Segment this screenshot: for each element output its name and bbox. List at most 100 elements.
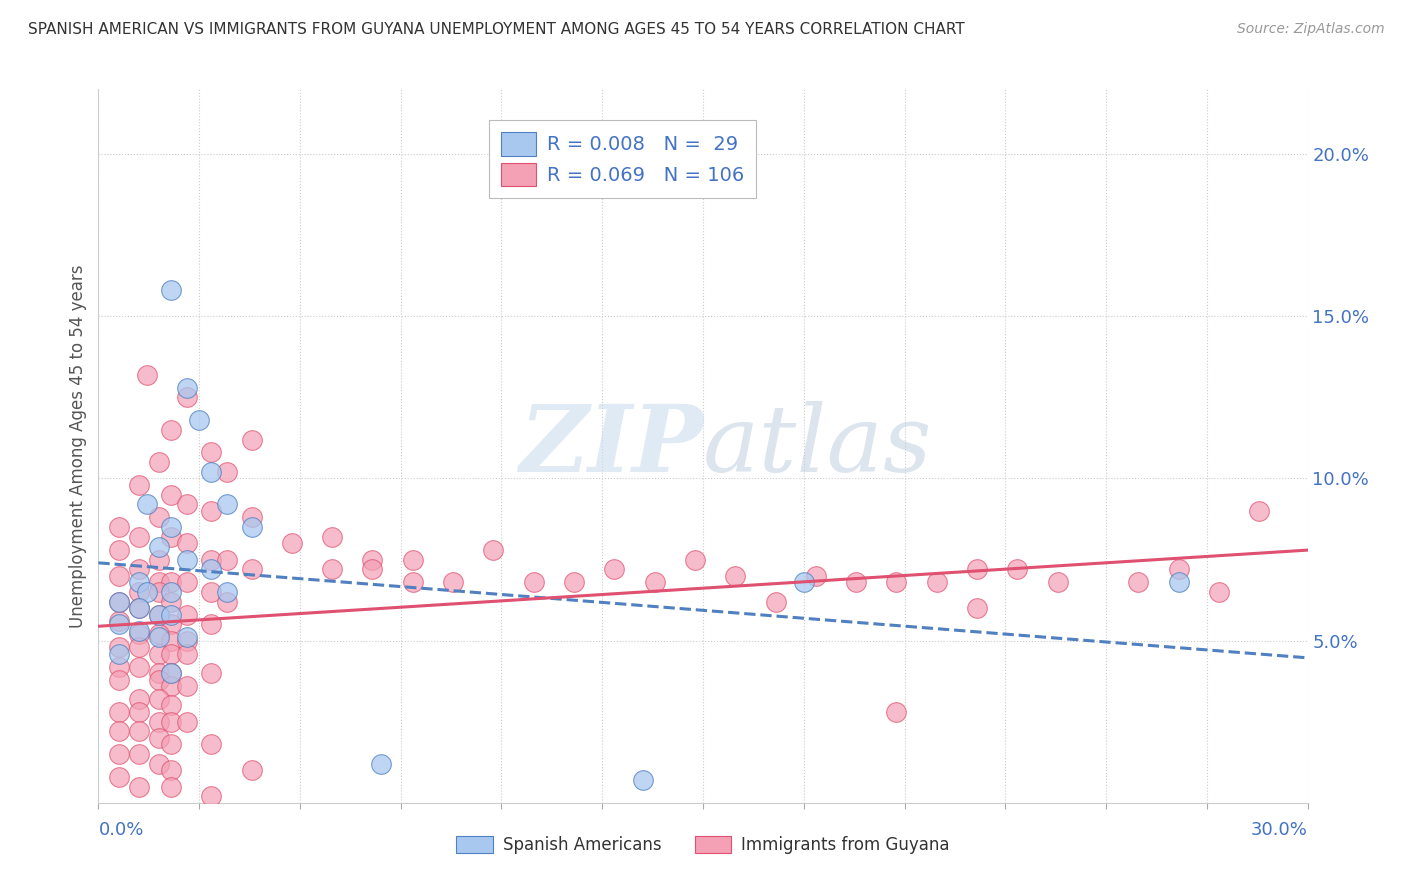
Point [1167,575,1189,590]
Point [148,607,170,622]
Point [370,756,392,771]
Point [107,614,129,628]
Point [176,679,198,693]
Point [886,705,908,719]
Point [107,647,129,661]
Point [200,789,222,804]
Point [240,562,263,576]
Point [128,747,150,761]
Point [107,770,129,784]
Point [441,575,464,590]
Point [107,705,129,719]
Point [217,595,239,609]
Point [148,647,170,661]
Point [1249,504,1271,518]
Point [176,575,198,590]
Point [107,747,129,761]
Point [176,714,198,729]
Point [200,666,222,681]
Point [176,497,198,511]
Point [1167,562,1189,576]
Point [148,673,170,687]
Point [160,666,183,681]
Point [793,575,815,590]
Point [107,595,129,609]
Point [128,478,150,492]
Point [160,647,183,661]
Point [160,764,183,778]
Point [107,595,129,609]
Point [128,724,150,739]
Point [128,627,150,641]
Point [107,724,129,739]
Point [240,433,263,447]
Point [135,497,157,511]
Point [200,585,222,599]
Point [148,692,170,706]
Point [724,568,747,582]
Point [160,423,183,437]
Point [321,530,343,544]
Point [128,780,150,794]
Point [200,617,222,632]
Point [148,731,170,745]
Point [281,536,304,550]
Point [160,679,183,693]
Point [217,497,239,511]
Point [765,595,787,609]
Text: atlas: atlas [703,401,932,491]
Point [966,601,988,615]
Point [128,601,150,615]
Point [160,530,183,544]
Point [128,562,150,576]
Point [200,562,222,576]
Point [200,504,222,518]
Point [1128,575,1150,590]
Point [1007,562,1029,576]
Point [482,542,505,557]
Point [1046,575,1069,590]
Point [107,659,129,673]
Point [107,520,129,534]
Point [148,607,170,622]
Point [200,465,222,479]
Point [217,465,239,479]
Point [148,510,170,524]
Point [361,562,384,576]
Point [160,595,183,609]
Point [128,601,150,615]
Point [160,488,183,502]
Point [128,585,150,599]
Point [176,390,198,404]
Point [361,552,384,566]
Point [160,575,183,590]
Point [160,283,183,297]
Point [160,714,183,729]
Point [148,756,170,771]
Point [603,562,626,576]
Point [160,633,183,648]
Text: 30.0%: 30.0% [1251,821,1308,838]
Point [128,530,150,544]
Point [240,510,263,524]
Point [160,738,183,752]
Point [1208,585,1230,599]
Point [148,455,170,469]
Point [886,575,908,590]
Point [128,692,150,706]
Point [128,640,150,654]
Point [128,575,150,590]
Point [200,738,222,752]
Point [217,585,239,599]
Point [135,368,157,382]
Point [402,552,425,566]
Point [148,714,170,729]
Point [107,640,129,654]
Point [200,445,222,459]
Point [176,536,198,550]
Point [160,520,183,534]
Point [160,780,183,794]
Point [148,585,170,599]
Point [135,585,157,599]
Point [160,666,183,681]
